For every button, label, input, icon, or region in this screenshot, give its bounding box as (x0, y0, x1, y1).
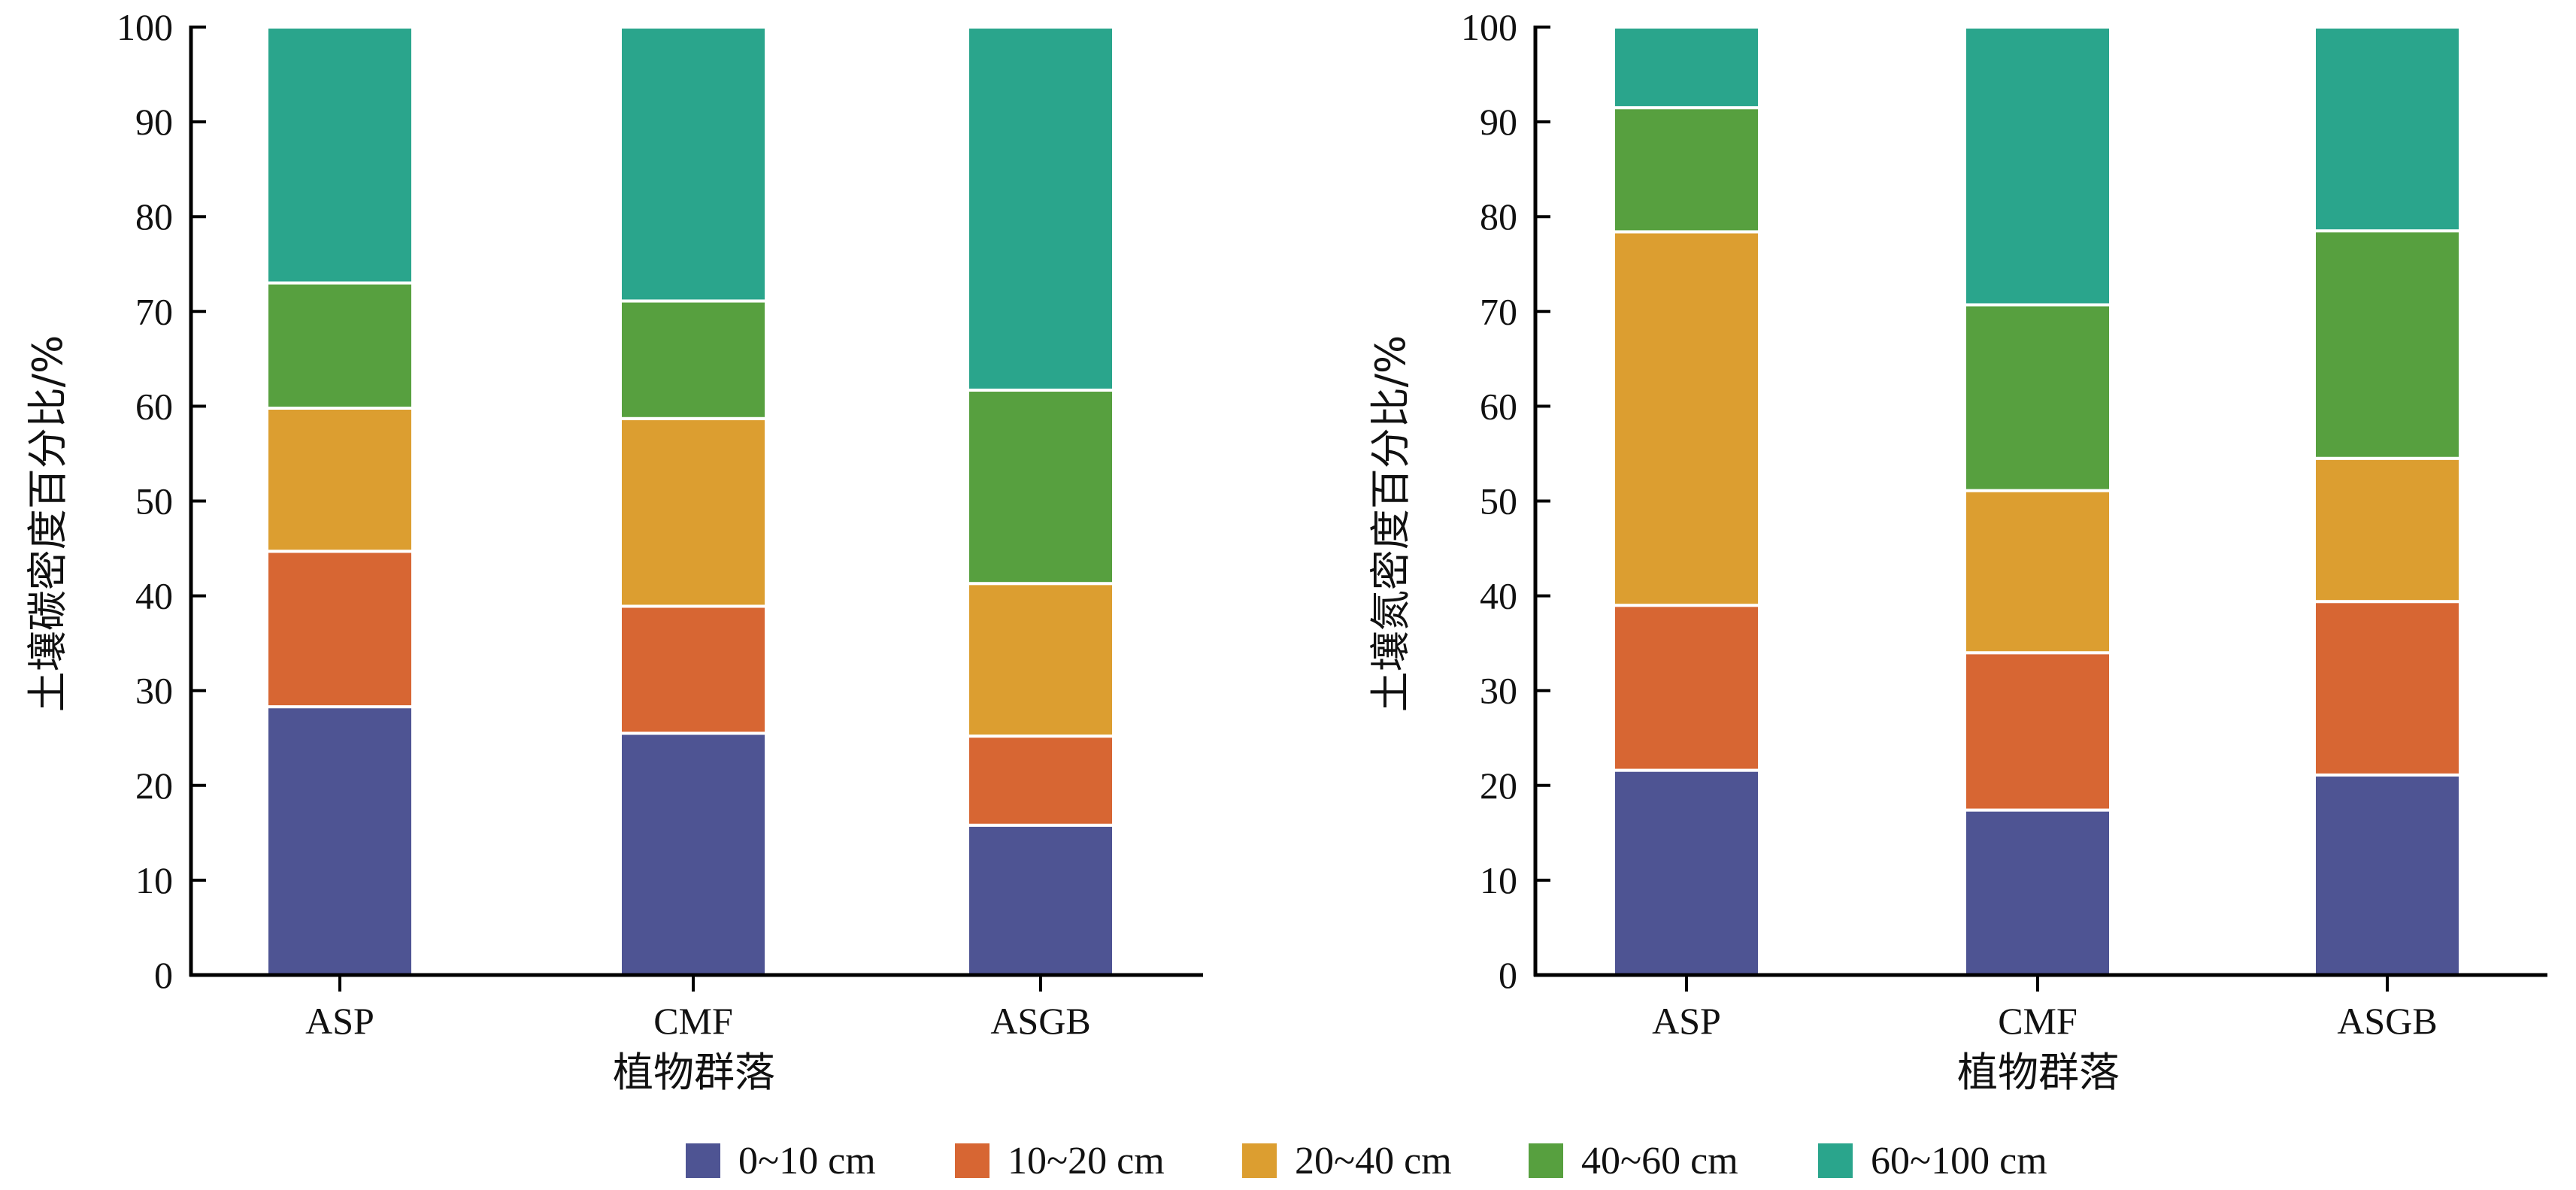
bar-segment-asp-10-20-cm (1612, 604, 1761, 772)
bar-segment-cmf-60-100-cm (1963, 26, 2112, 307)
x-axis-title: 植物群落 (1957, 1049, 2120, 1096)
y-tick-label: 100 (1461, 6, 1517, 48)
legend-swatch (1529, 1143, 1563, 1178)
y-tick-label: 0 (154, 954, 173, 996)
y-axis-title: 土壤碳密度百分比/% (24, 335, 71, 713)
carbon-density-chart: 0 10 20 30 40 50 60 70 80 90 100 ASP CMF ASGB 植物群落 土壤碳密… (24, 6, 1203, 1096)
x-tick-label-asgb: ASGB (2337, 1000, 2437, 1042)
legend-swatch (1242, 1143, 1277, 1178)
y-tick-label: 20 (135, 765, 173, 807)
bar-segment-cmf-40-60-cm (619, 299, 768, 420)
x-tick-label-cmf: CMF (1998, 1000, 2077, 1042)
bar-segment-cmf-0-10-cm (1963, 808, 2112, 977)
bar-segment-cmf-0-10-cm (619, 731, 768, 977)
x-axis-title: 植物群落 (613, 1049, 775, 1096)
bar-segment-asgb-20-40-cm (966, 582, 1115, 738)
bar-segment-cmf-10-20-cm (619, 604, 768, 735)
y-tick-label: 90 (1480, 101, 1517, 143)
bar-segment-cmf-10-20-cm (1963, 651, 2112, 812)
y-axis-title: 土壤氮密度百分比/% (1367, 335, 1414, 713)
bar-segment-asgb-10-20-cm (966, 734, 1115, 827)
bar-segment-asp-60-100-cm (265, 26, 414, 285)
legend-item-20-40-cm: 20~40 cm (1242, 1140, 1452, 1182)
y-tick-label: 50 (135, 480, 173, 522)
x-tick-label-asgb: ASGB (990, 1000, 1090, 1042)
bar-segment-asgb-40-60-cm (966, 388, 1115, 586)
legend-label: 60~100 cm (1871, 1140, 2047, 1182)
bar-segment-asp-0-10-cm (1612, 768, 1761, 977)
y-tick-label: 30 (135, 670, 173, 712)
legend-item-0-10-cm: 0~10 cm (686, 1140, 876, 1182)
bar-segment-asgb-40-60-cm (2313, 229, 2462, 460)
legend-swatch (955, 1143, 989, 1178)
legend-label: 40~60 cm (1581, 1140, 1738, 1182)
nitrogen-density-chart: 0 10 20 30 40 50 60 70 80 90 100 ASP CMF ASGB 植物群落 土壤氮密… (1367, 6, 2547, 1096)
bar-segment-cmf-40-60-cm (1963, 303, 2112, 492)
x-tick-label-asp: ASP (305, 1000, 374, 1042)
legend-swatch (1818, 1143, 1853, 1178)
y-tick-label: 40 (135, 575, 173, 617)
legend-label: 10~20 cm (1008, 1140, 1165, 1182)
legend-item-40-60-cm: 40~60 cm (1529, 1140, 1738, 1182)
y-tick-label: 20 (1480, 765, 1517, 807)
bar-segment-asgb-0-10-cm (966, 823, 1115, 977)
y-tick-label: 60 (1480, 385, 1517, 427)
y-tick-label: 70 (135, 290, 173, 332)
bar-segment-asgb-10-20-cm (2313, 600, 2462, 777)
y-tick-label: 50 (1480, 480, 1517, 522)
bar-segment-asp-40-60-cm (1612, 106, 1761, 234)
legend-label: 0~10 cm (738, 1140, 876, 1182)
x-tick-label-asp: ASP (1652, 1000, 1721, 1042)
bar-segment-asgb-20-40-cm (2313, 456, 2462, 604)
y-tick-label: 80 (135, 195, 173, 238)
legend-label: 20~40 cm (1295, 1140, 1452, 1182)
y-tick-label: 80 (1480, 195, 1517, 238)
y-tick-label: 100 (117, 6, 173, 48)
y-tick-label: 90 (135, 101, 173, 143)
bar-segment-cmf-20-40-cm (619, 416, 768, 608)
bar-segment-cmf-20-40-cm (1963, 489, 2112, 655)
y-tick-label: 10 (1480, 859, 1517, 901)
bar-segment-asp-60-100-cm (1612, 26, 1761, 110)
legend-swatch (686, 1143, 720, 1178)
y-tick-label: 10 (135, 859, 173, 901)
y-tick-label: 30 (1480, 670, 1517, 712)
bar-segment-asgb-60-100-cm (966, 26, 1115, 392)
legend: 0~10 cm 10~20 cm 20~40 cm 40~60 cm 60~100 cm (686, 1140, 2047, 1182)
y-tick-label: 60 (135, 385, 173, 427)
bar-segment-asgb-0-10-cm (2313, 773, 2462, 977)
x-tick-label-cmf: CMF (653, 1000, 733, 1042)
bar-segment-cmf-60-100-cm (619, 26, 768, 303)
legend-item-10-20-cm: 10~20 cm (955, 1140, 1165, 1182)
bar-segment-asp-10-20-cm (265, 550, 414, 709)
bar-segment-asp-20-40-cm (265, 406, 414, 553)
bar-segment-asp-20-40-cm (1612, 230, 1761, 607)
legend-item-60-100-cm: 60~100 cm (1818, 1140, 2047, 1182)
y-tick-label: 0 (1499, 954, 1517, 996)
bar-segment-asp-0-10-cm (265, 705, 414, 977)
bar-segment-asgb-60-100-cm (2313, 26, 2462, 233)
bar-segment-asp-40-60-cm (265, 281, 414, 410)
y-tick-label: 70 (1480, 290, 1517, 332)
y-tick-label: 40 (1480, 575, 1517, 617)
